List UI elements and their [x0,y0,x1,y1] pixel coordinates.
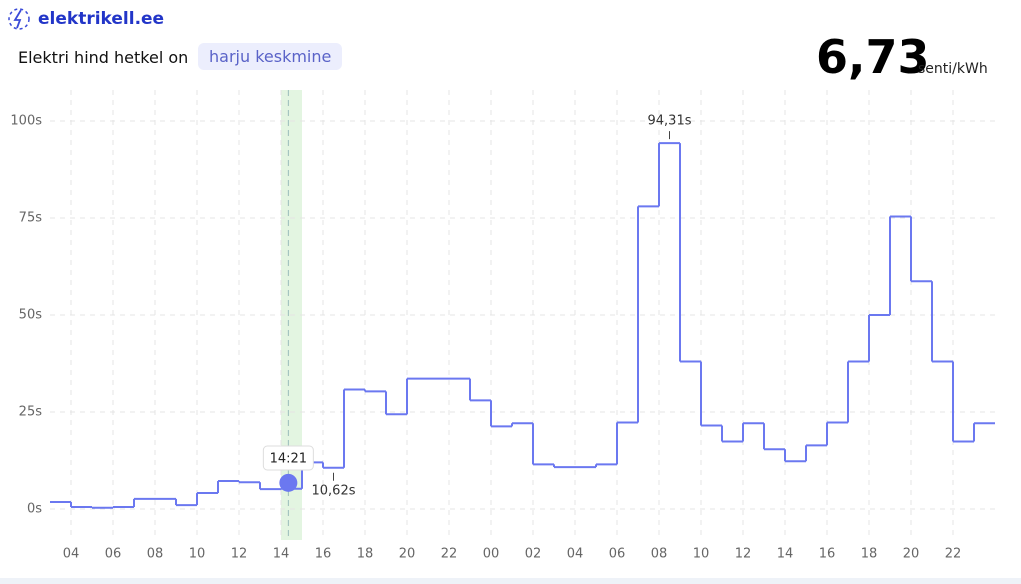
x-tick-label: 04 [567,547,584,562]
x-tick-label: 20 [399,547,416,562]
x-tick-label: 10 [693,547,710,562]
x-tick-label: 20 [903,547,920,562]
x-tick-label: 06 [609,547,626,562]
x-tick-label: 10 [189,547,206,562]
x-tick-label: 18 [357,547,374,562]
tooltip-label: 14:21 [270,452,307,467]
y-tick-label: 50s [19,308,43,323]
y-tick-label: 0s [27,501,42,516]
logo-text: elektrikell.ee [38,9,165,29]
x-tick-label: 08 [147,547,164,562]
x-tick-label: 12 [231,547,248,562]
x-tick-label: 14 [777,547,794,562]
logo-icon [8,8,30,30]
x-tick-label: 18 [861,547,878,562]
x-tick-label: 02 [525,547,542,562]
x-tick-label: 14 [273,547,290,562]
tooltip-box [262,445,314,471]
x-tick-label: 08 [651,547,668,562]
x-tick-label: 16 [819,547,836,562]
unit: senti/kWh [918,61,988,77]
y-tick-label: 100s [10,114,42,129]
annotation: 94,31s [648,114,692,129]
current-dot [279,473,298,492]
logo[interactable]: elektrikell.ee [6,6,164,32]
price: 6,73 [816,30,930,84]
x-tick-label: 12 [735,547,752,562]
x-tick-label: 04 [63,547,80,562]
x-tick-label: 16 [315,547,332,562]
region-chip[interactable]: harju keskmine [198,43,343,70]
x-tick-label: 22 [441,547,458,562]
annotation: 10,62s [312,483,356,498]
lead: Elektri hind hetkel on [18,48,189,67]
y-tick-label: 25s [19,404,43,419]
y-tick-label: 75s [19,211,43,226]
footer-strip [0,578,1021,584]
x-tick-label: 00 [483,547,500,562]
x-tick-label: 22 [945,547,962,562]
x-tick-label: 06 [105,547,122,562]
